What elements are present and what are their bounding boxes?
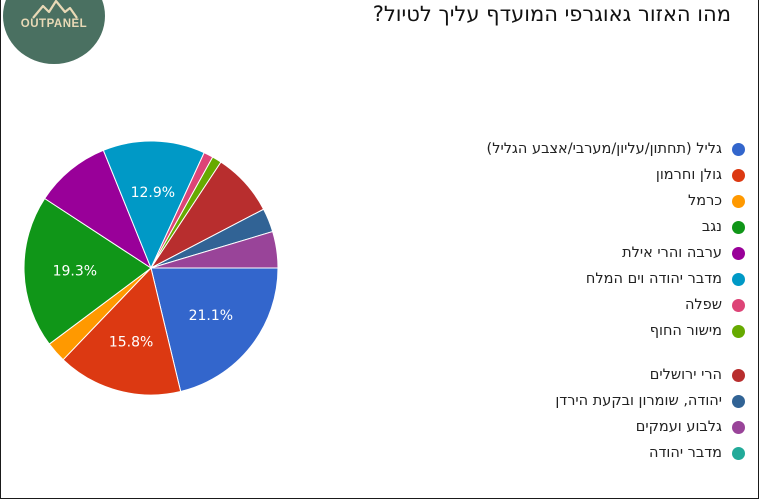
pie-slice-3 xyxy=(23,197,152,345)
legend-item: ערבה והרי אילת xyxy=(470,240,745,266)
legend-swatch xyxy=(732,246,745,260)
legend-label: גלבוע ועמקים xyxy=(635,419,722,435)
legend-swatch xyxy=(732,420,745,434)
slice-label-5: 12.9% xyxy=(131,185,175,201)
legend-label: יהודה, שומרון ובקעת הירדן xyxy=(555,393,722,409)
legend-item: גלבוע ועמקים xyxy=(470,414,745,440)
legend-label: מישור החוף xyxy=(649,323,722,339)
mountain-icon xyxy=(32,0,78,19)
pie-slice-4 xyxy=(44,149,153,270)
legend-label: כרמל xyxy=(688,193,722,209)
legend-swatch xyxy=(732,142,745,156)
legend-label: הרי ירושלים xyxy=(649,367,722,383)
legend-label: נגב xyxy=(701,219,722,235)
slice-label-1: 15.8% xyxy=(109,335,153,351)
pie-slice-5 xyxy=(102,140,205,270)
legend-item: נגב xyxy=(470,214,745,240)
legend-swatch xyxy=(732,446,745,460)
legend-item: גליל (תחתון/עליון/מערבי/אצבע הגליל) xyxy=(470,136,745,162)
pie-slice-10 xyxy=(150,230,279,269)
legend-item: גולן וחרמון xyxy=(470,162,745,188)
legend-label: גליל (תחתון/עליון/מערבי/אצבע הגליל) xyxy=(486,141,722,157)
pie-slice-1 xyxy=(62,266,182,396)
legend-label: גולן וחרמון xyxy=(655,167,722,183)
slice-label-0: 21.1% xyxy=(189,308,233,324)
slice-label-3: 19.3% xyxy=(53,263,97,279)
legend-item: מדבר יהודה וים המלח xyxy=(470,266,745,292)
legend-item: שפלה xyxy=(470,292,745,318)
legend-label: ערבה והרי אילת xyxy=(622,245,722,261)
legend-swatch xyxy=(732,324,745,338)
outpanel-logo: OUTPANEL xyxy=(3,0,105,64)
legend-label: מדבר יהודה xyxy=(649,445,722,461)
legend-item: יהודה, שומרון ובקעת הירדן xyxy=(470,388,745,414)
legend-swatch xyxy=(732,368,745,382)
legend-swatch xyxy=(732,394,745,408)
legend-swatch xyxy=(732,168,745,182)
legend-swatch xyxy=(732,194,745,208)
legend-item: כרמל xyxy=(470,188,745,214)
legend-swatch xyxy=(732,272,745,286)
legend-label: שפלה xyxy=(684,297,722,313)
chart-title: מהו האזור גאוגרפי המועדף עליך לטיול? xyxy=(372,2,731,26)
legend-swatch xyxy=(732,298,745,312)
legend-item: הרי ירושלים xyxy=(470,362,745,388)
legend-item: מישור החוף xyxy=(470,318,745,344)
logo-text: OUTPANEL xyxy=(20,18,88,30)
legend-swatch xyxy=(732,220,745,234)
legend-label: מדבר יהודה וים המלח xyxy=(585,271,722,287)
legend-item: מדבר יהודה xyxy=(470,440,745,466)
pie-slice-0 xyxy=(150,267,279,393)
